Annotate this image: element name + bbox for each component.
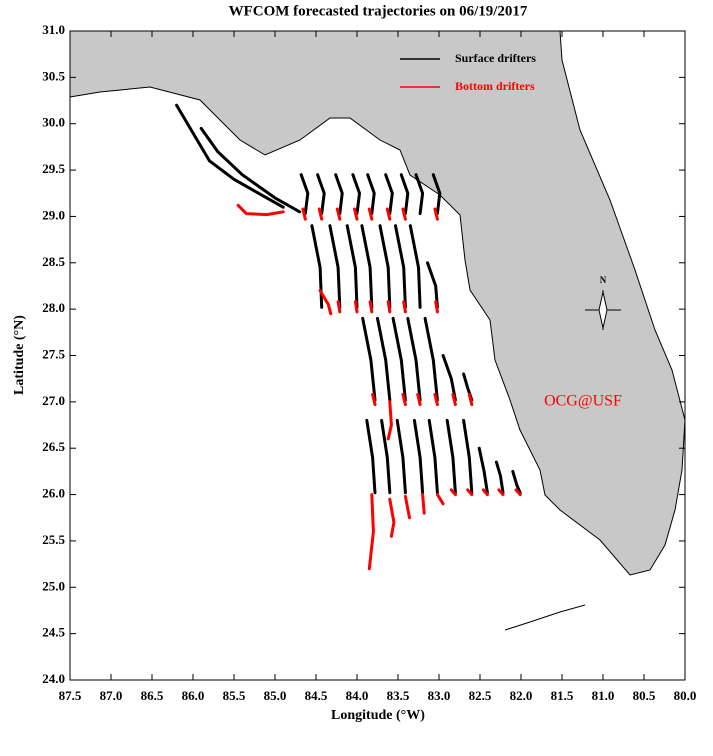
y-tick-label: 27.5 [42,346,65,361]
watermark: OCG@USF [544,393,622,410]
legend-label: Surface drifters [455,51,536,65]
x-tick-label: 80.5 [633,688,656,703]
y-tick-label: 29.0 [42,207,65,222]
compass [585,290,621,330]
x-tick-label: 80.0 [674,688,697,703]
y-tick-label: 28.5 [42,254,65,269]
y-tick-label: 24.0 [42,671,65,686]
x-tick-label: 87.0 [100,688,123,703]
y-tick-label: 28.0 [42,300,65,315]
x-tick-label: 81.0 [592,688,615,703]
y-tick-label: 25.5 [42,532,65,547]
x-tick-label: 83.5 [387,688,410,703]
x-tick-label: 85.0 [264,688,287,703]
x-axis-label: Longitude (°W) [331,708,425,723]
y-tick-label: 26.0 [42,486,65,501]
x-tick-label: 81.5 [551,688,574,703]
chart-title: WFCOM forecasted trajectories on 06/19/2… [229,3,528,19]
x-tick-label: 84.5 [305,688,328,703]
y-tick-label: 31.0 [42,22,65,37]
x-tick-label: 83.0 [428,688,451,703]
y-tick-label: 30.0 [42,115,65,130]
y-tick-label: 25.0 [42,578,65,593]
land [69,30,686,576]
keys [504,604,586,631]
x-tick-label: 87.5 [59,688,82,703]
y-tick-label: 27.0 [42,393,65,408]
y-tick-label: 26.5 [42,439,65,454]
y-axis-label: Latitude (°N) [12,315,27,395]
drifter-track [175,103,522,495]
x-tick-label: 85.5 [223,688,246,703]
y-tick-label: 30.5 [42,68,65,83]
compass-label: N [600,275,607,285]
x-tick-label: 84.0 [346,688,369,703]
x-tick-label: 86.5 [141,688,164,703]
y-tick-label: 24.5 [42,625,65,640]
legend-label: Bottom drifters [455,79,535,93]
x-tick-label: 86.0 [182,688,205,703]
x-tick-label: 82.0 [510,688,533,703]
y-tick-label: 29.5 [42,161,65,176]
drifter-track [236,203,522,571]
x-tick-label: 82.5 [469,688,492,703]
